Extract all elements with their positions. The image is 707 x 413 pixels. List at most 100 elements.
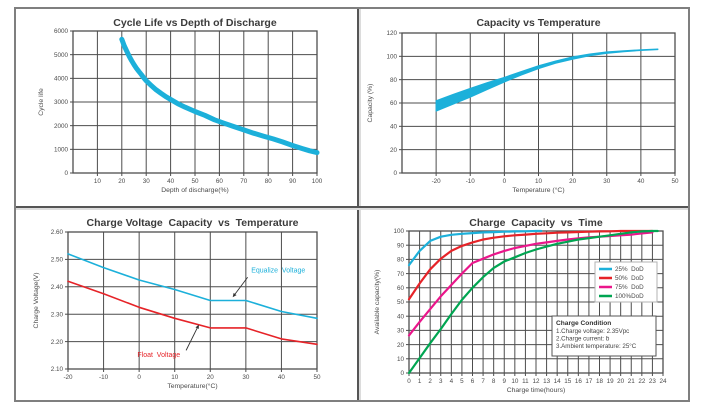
plot-border [401,32,676,174]
y-tick-label: 6000 [54,28,69,35]
x-axis-label: Temperature (°C) [512,186,564,194]
annotation-arrow-head [195,324,199,329]
x-tick-label: 20 [569,178,577,185]
plot-border [67,231,318,370]
y-tick-label: 30 [397,328,405,335]
x-tick-label: 8 [492,378,496,385]
y-axis-label: Available capacity(%) [374,270,381,335]
annotation-arrow-line [234,276,248,295]
series-dod-50-curve [407,229,654,301]
y-tick-label: 4000 [54,76,69,83]
series-float-voltage-line [67,280,318,346]
x-tick-label: 40 [637,178,645,185]
y-tick-label: 0 [400,370,404,377]
y-tick-label: 2.60 [51,229,64,236]
chart-title: Charge Capacity vs Time [469,217,603,229]
annotation-arrow-head [232,292,237,298]
y-tick-label: 1000 [54,147,69,154]
charts-frame: 10 20 30 40 50 60 70 80 90 100 0 1000 2000 3000 4000 50… [14,7,690,402]
x-tick-label: 15 [564,378,572,385]
x-tick-label: 70 [240,178,248,185]
x-tick-label: -10 [99,374,109,381]
y-tick-label: 2.40 [51,284,64,291]
quadrant-cycle-life: 10 20 30 40 50 60 70 80 90 100 0 1000 2000 3000 4000 50… [16,9,358,207]
y-tick-label: 20 [397,342,405,349]
quadrant-divider-vertical [357,9,359,400]
x-tick-label: 0 [407,378,411,385]
chart-svg-1: 10 20 30 40 50 60 70 80 90 1000100020003000400050… [38,17,323,194]
legend-label: 25% DoD [615,266,644,273]
x-tick-label: 100 [312,178,323,185]
plot-border [72,30,318,174]
y-tick-label: 100 [386,54,397,61]
x-tick-label: 11 [522,378,529,385]
series-dod-100-curve [407,229,659,375]
note-line: 2.Charge current: ḃ [556,336,610,343]
x-tick-label: 16 [575,378,583,385]
legend-label: 100%DoD [615,293,644,300]
y-tick-label: 10 [397,356,405,363]
y-axis-label: Capacity (%) [367,84,374,123]
y-tick-label: 80 [390,77,398,84]
note-line: 1.Charge voltage: 2.35Vpc [556,328,629,335]
x-tick-label: 20 [617,378,625,385]
y-tick-label: 20 [390,147,398,154]
x-tick-label: 0 [137,374,141,381]
x-tick-label: 20 [118,178,126,185]
x-tick-label: 50 [191,178,199,185]
x-tick-label: 30 [603,178,611,185]
x-tick-label: -10 [466,178,476,185]
float-voltage-label: Float Voltage [137,352,180,359]
y-tick-label: 40 [390,124,398,131]
x-tick-label: 4 [450,378,454,385]
quadrant-charge-capacity-time: 0 1 2 3 4 5 6 7 8 9 10 11 12 13 14 15 16 17 18 19 20 21 22 23 24… [360,209,688,400]
quadrant-divider-horizontal [16,206,688,208]
y-tick-label: 70 [397,271,405,278]
y-tick-label: 120 [386,30,397,37]
y-tick-label: 2.50 [51,257,64,264]
x-tick-label: 1 [418,378,422,385]
x-tick-label: 60 [216,178,224,185]
series-dod-25-curve [407,229,543,267]
x-tick-label: 21 [628,378,636,385]
y-tick-label: 40 [397,313,405,320]
chart-title: Cycle Life vs Depth of Discharge [113,17,277,29]
x-tick-label: 18 [596,378,604,385]
x-tick-label: 17 [585,378,593,385]
x-tick-label: 50 [313,374,321,381]
y-tick-label: 2.10 [51,366,64,373]
chart-svg-2: -20 -10 0 10 20 30 40 50 0 20 40 60 80 100 120 Capacity… [367,17,679,194]
legend-label: 75% DoD [615,284,644,291]
x-tick-label: 10 [171,374,179,381]
x-tick-label: 10 [94,178,102,185]
y-axis-label: Cycle life [38,88,45,116]
x-tick-label: 12 [532,378,540,385]
y-tick-label: 2000 [54,123,69,130]
x-tick-label: 40 [167,178,175,185]
y-tick-label: 2.20 [51,339,64,346]
chart-title: Capacity vs Temperature [476,17,600,29]
x-axis-label: Depth of discharge(%) [161,187,229,194]
y-tick-label: 60 [390,100,398,107]
y-tick-label: 80 [397,257,405,264]
note-title: Charge Condition [556,320,611,327]
note-line: 3.Ambient temperature: 25°C [556,343,637,350]
quadrant-charge-voltage: -20 -10 0 10 20 30 40 50 2.10 2.20 2.30 2.40 2.50 2.6… [16,209,358,400]
x-tick-label: 0 [503,178,507,185]
x-tick-label: 40 [278,374,286,381]
x-tick-label: 10 [535,178,543,185]
x-tick-label: 6 [471,378,475,385]
x-tick-label: 10 [511,378,519,385]
x-tick-label: 19 [607,378,615,385]
y-tick-label: 50 [397,299,405,306]
x-tick-label: -20 [432,178,442,185]
x-tick-label: 24 [659,378,667,385]
y-tick-label: 2.30 [51,311,64,318]
legend-label: 50% DoD [615,275,644,282]
chart-svg-4: 0 1 2 3 4 5 6 7 8 9 10 11 12 13 14 15 16 17 18 19 20 21 22 23 24… [374,217,667,394]
y-axis-label: Charge Voltage(V) [33,273,40,329]
chart-title: Charge Voltage Capacity vs Temperature [86,217,298,229]
x-tick-label: 7 [481,378,485,385]
x-axis-label: Temperature(°C) [167,382,217,390]
